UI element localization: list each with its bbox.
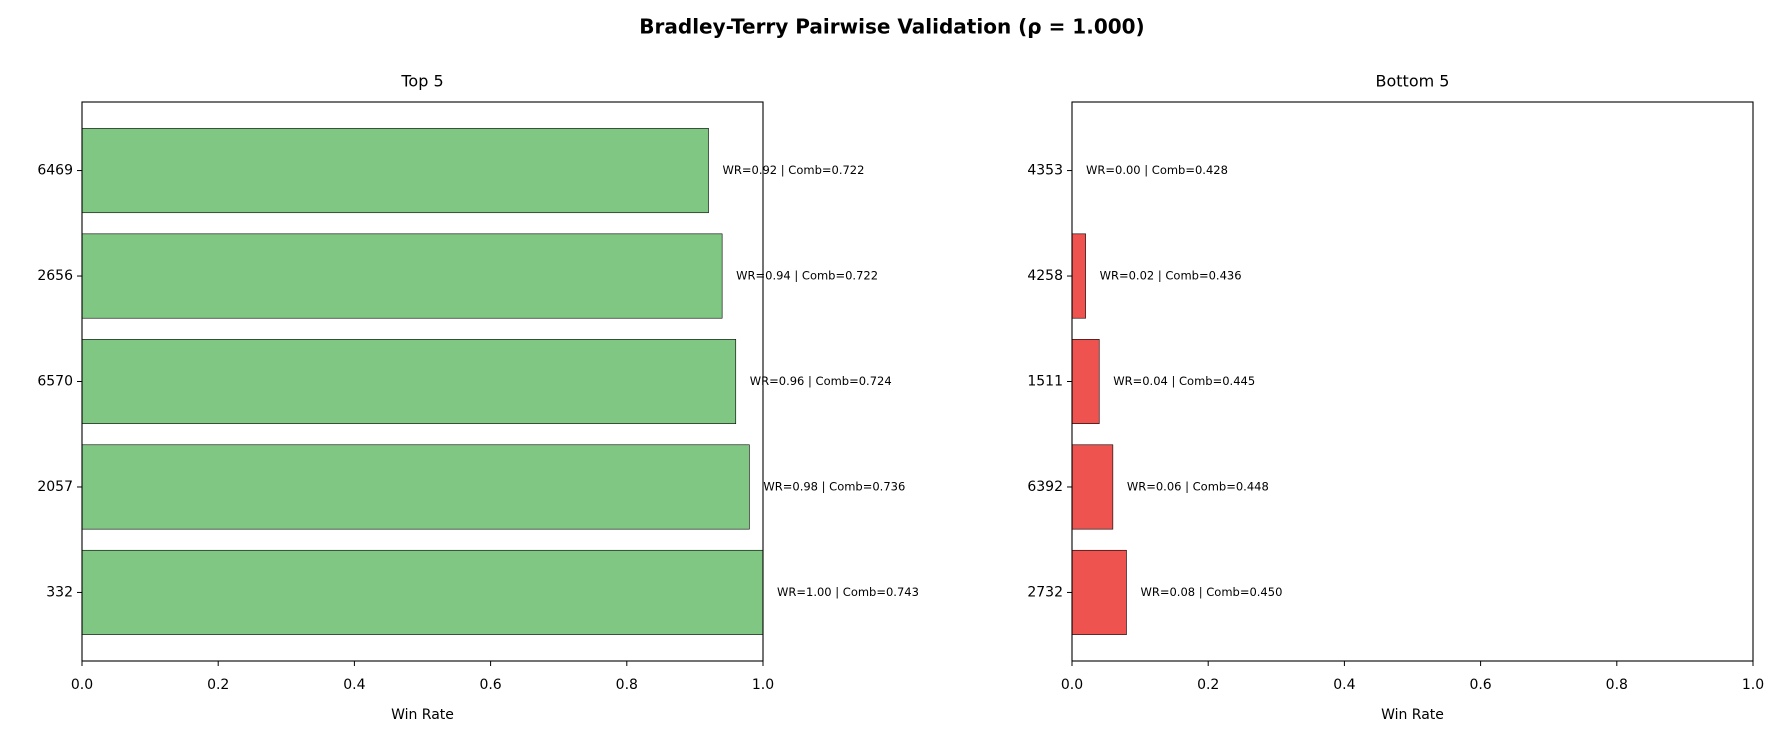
x-tick-label: 0.6 <box>1469 677 1491 693</box>
value-label: WR=1.00 | Comb=0.743 <box>777 585 919 599</box>
y-tick-label: 6469 <box>37 163 73 179</box>
x-tick-label: 0.4 <box>343 677 365 693</box>
axes-title: Top 5 <box>400 72 443 91</box>
y-tick-label: 6570 <box>37 374 73 390</box>
x-tick-label: 0.2 <box>1197 677 1219 693</box>
bar <box>81 549 764 635</box>
x-tick-label: 0.4 <box>1333 677 1355 693</box>
value-label: WR=0.04 | Comb=0.445 <box>1113 374 1255 388</box>
bar <box>1071 339 1100 424</box>
y-tick-label: 4353 <box>1027 163 1063 179</box>
x-tick-label: 1.0 <box>1742 677 1764 693</box>
x-tick-label: 0.8 <box>1606 677 1628 693</box>
value-label: WR=0.96 | Comb=0.724 <box>750 374 892 388</box>
value-label: WR=0.98 | Comb=0.736 <box>763 479 905 493</box>
bar <box>81 444 750 530</box>
x-tick-label: 0.0 <box>71 677 93 693</box>
value-label: WR=0.00 | Comb=0.428 <box>1086 163 1228 177</box>
value-label: WR=0.92 | Comb=0.722 <box>723 163 865 177</box>
bar <box>1071 549 1127 635</box>
x-tick-label: 0.2 <box>207 677 229 693</box>
x-tick-label: 0.8 <box>616 677 638 693</box>
bar <box>81 339 737 424</box>
value-label: WR=0.08 | Comb=0.450 <box>1140 585 1282 599</box>
x-axis-label: Win Rate <box>1381 707 1444 723</box>
bar <box>81 233 723 319</box>
y-tick-label: 332 <box>46 584 73 600</box>
x-tick-label: 0.0 <box>1061 677 1083 693</box>
value-label: WR=0.06 | Comb=0.448 <box>1127 479 1269 493</box>
y-tick-label: 1511 <box>1027 374 1063 390</box>
y-tick-label: 2732 <box>1027 584 1063 600</box>
y-tick-label: 2057 <box>37 479 73 495</box>
axes-frame <box>81 101 764 662</box>
x-tick-label: 1.0 <box>752 677 774 693</box>
bar <box>1071 233 1086 319</box>
x-axis-label: Win Rate <box>391 707 454 723</box>
y-tick-label: 2656 <box>37 268 73 284</box>
x-tick-label: 0.6 <box>479 677 501 693</box>
figure-title: Bradley-Terry Pairwise Validation (ρ = 1… <box>639 15 1144 39</box>
bar <box>1071 444 1114 530</box>
y-tick-label: 6392 <box>1027 479 1063 495</box>
value-label: WR=0.02 | Comb=0.436 <box>1100 269 1242 283</box>
value-label: WR=0.94 | Comb=0.722 <box>736 269 878 283</box>
axes-title: Bottom 5 <box>1376 72 1450 91</box>
bar <box>81 128 709 214</box>
y-tick-label: 4258 <box>1027 268 1063 284</box>
axes-frame <box>1071 101 1754 662</box>
